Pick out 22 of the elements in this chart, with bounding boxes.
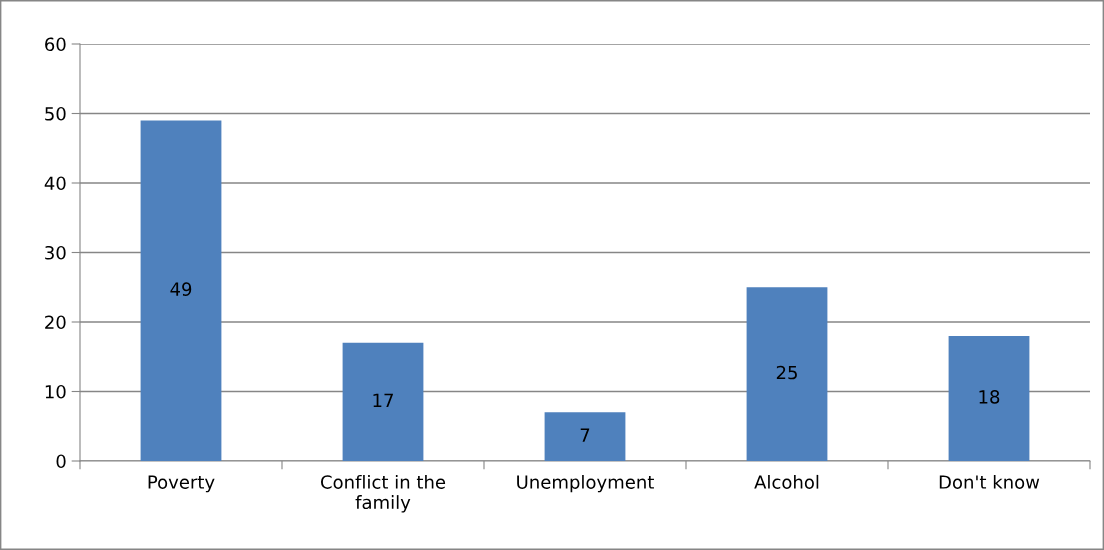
y-tick-label: 60 — [45, 37, 66, 52]
x-tick-label: Alcohol — [754, 474, 819, 489]
y-tick-label: 10 — [45, 384, 66, 399]
y-tick-label: 20 — [45, 315, 66, 330]
data-label: 18 — [979, 390, 1000, 404]
x-tick-label: Unemployment — [517, 474, 654, 493]
y-tick-label: 0 — [56, 454, 66, 469]
y-tick-label: 50 — [45, 106, 66, 121]
data-label: 7 — [580, 428, 590, 442]
data-label: 49 — [170, 282, 192, 296]
data-label: 25 — [776, 365, 797, 380]
bar — [746, 287, 828, 461]
bar — [948, 335, 1030, 461]
y-tick-label: 40 — [44, 176, 66, 191]
x-tick-label: Poverty — [148, 475, 215, 493]
x-tick-label: Don't know — [939, 474, 1040, 489]
bar — [140, 120, 222, 461]
bar — [544, 412, 626, 461]
y-tick-label: 30 — [45, 245, 66, 260]
data-label: 17 — [373, 393, 393, 407]
x-tick-label: Conflict in the family — [320, 474, 446, 513]
bar — [342, 342, 424, 461]
